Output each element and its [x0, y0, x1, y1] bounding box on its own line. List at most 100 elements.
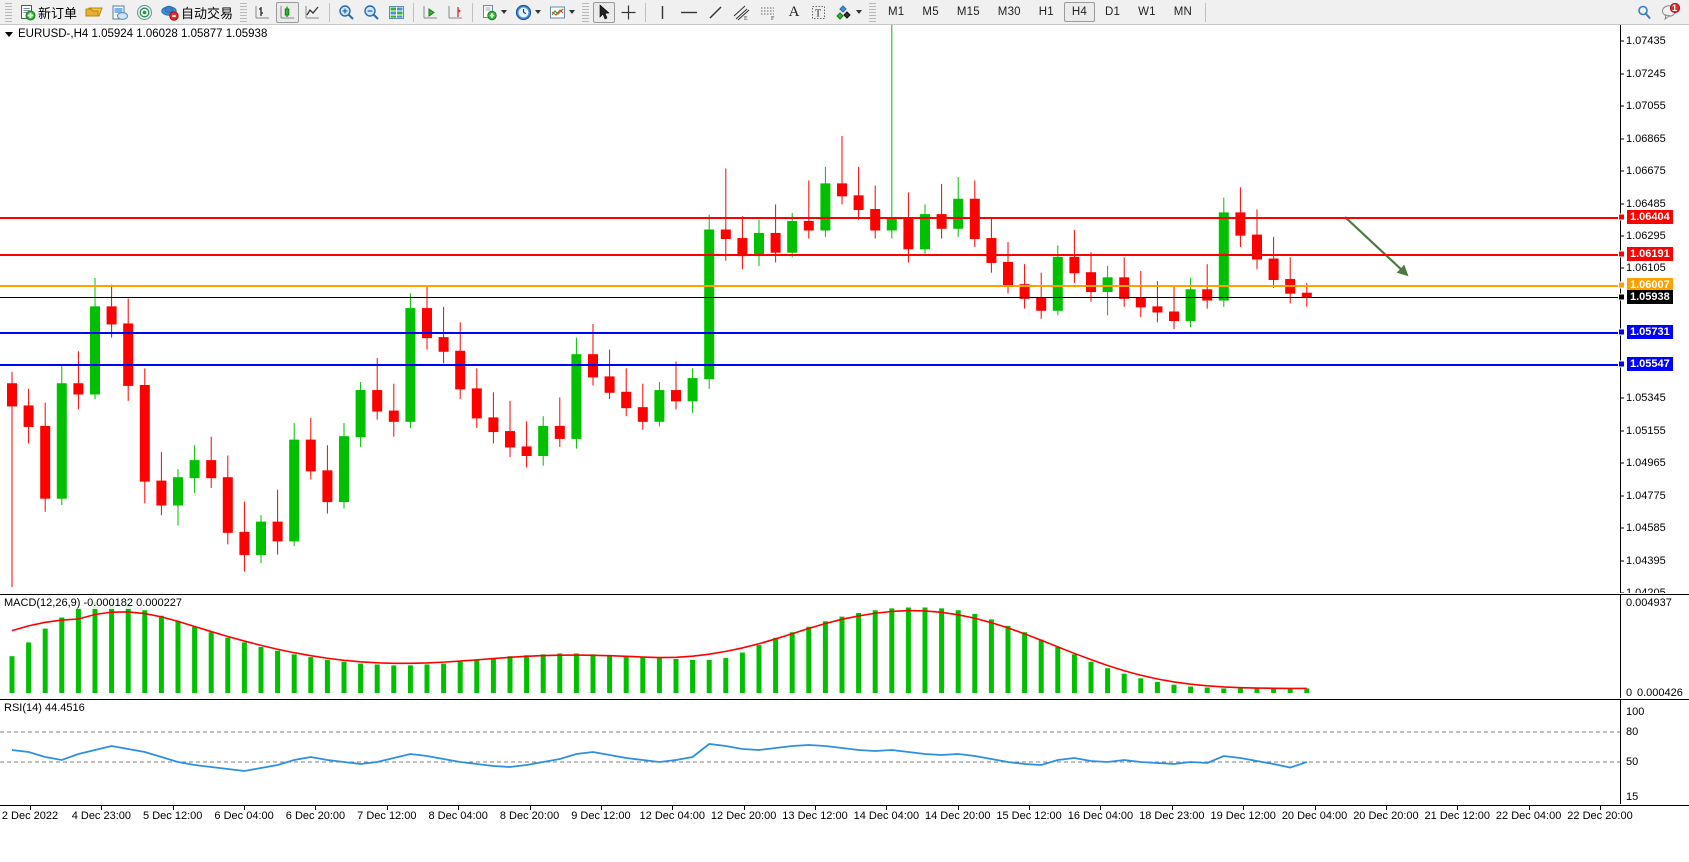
timeframe-m30[interactable]: M30 — [990, 2, 1029, 22]
support-line-2-tag[interactable]: 1.05547 — [1627, 356, 1673, 371]
time-axis[interactable]: 2 Dec 2022 4 Dec 23:00 5 Dec 12:00 6 Dec 04… — [0, 805, 1689, 862]
time-axis-label: 21 Dec 12:00 — [1424, 810, 1490, 822]
text-button[interactable]: A — [783, 2, 805, 23]
auto-trading-button[interactable]: 自动交易 — [158, 2, 236, 23]
price-axis-label: 1.07055 — [1626, 100, 1666, 113]
zoom-in-button[interactable] — [335, 2, 358, 23]
support-line-1-tag[interactable]: 1.05731 — [1627, 325, 1673, 340]
resistance-line-1-handle[interactable] — [1618, 213, 1625, 221]
timeframe-mn[interactable]: MN — [1166, 2, 1200, 22]
price-tick — [1621, 430, 1624, 432]
price-axis-label: 1.04205 — [1626, 587, 1666, 593]
timeframe-m1[interactable]: M1 — [880, 2, 912, 22]
folder-button[interactable] — [82, 2, 106, 23]
drawing-tools-grip[interactable] — [582, 2, 590, 22]
clock-icon — [515, 4, 532, 21]
macd-pane[interactable]: MACD(12,26,9) -0.000182 0.000227 0.00493… — [0, 594, 1689, 698]
indicators-button[interactable] — [546, 2, 578, 23]
timeframe-label: H4 — [1071, 5, 1087, 18]
current-price-tag-handle[interactable] — [1618, 293, 1625, 301]
horizontal-line-button[interactable] — [676, 2, 702, 23]
level-line-1.05938[interactable] — [0, 296, 1620, 298]
market-watch-button[interactable] — [385, 2, 408, 23]
resistance-line-2-handle[interactable] — [1618, 250, 1625, 258]
folder-icon — [85, 4, 103, 21]
chart-type-grip[interactable] — [240, 2, 248, 22]
objects-button[interactable] — [832, 2, 865, 23]
price-tick — [1621, 138, 1624, 140]
level-line-1.06007[interactable] — [0, 285, 1620, 288]
search-button[interactable] — [1633, 2, 1656, 23]
chart-area[interactable]: EURUSD-,H4 1.05924 1.06028 1.05877 1.059… — [0, 25, 1689, 862]
time-axis-label: 19 Dec 12:00 — [1210, 810, 1276, 822]
resistance-line-2-tag[interactable]: 1.06191 — [1627, 246, 1673, 261]
rsi-pane[interactable]: RSI(14) 44.4516 100 80 50 15 — [0, 699, 1689, 804]
equidistant-channel-button[interactable]: E — [729, 2, 754, 23]
zoom-out-button[interactable] — [360, 2, 383, 23]
timeframe-d1[interactable]: D1 — [1097, 2, 1128, 22]
publish-button[interactable] — [108, 2, 131, 23]
chevron-down-icon[interactable] — [5, 31, 13, 37]
level-line-1.06404[interactable] — [0, 217, 1620, 220]
pivot-line-handle[interactable] — [1618, 281, 1625, 289]
timeframe-grip[interactable] — [869, 2, 877, 22]
price-pane[interactable]: EURUSD-,H4 1.05924 1.06028 1.05877 1.059… — [0, 25, 1689, 593]
rsi-label: RSI(14) 44.4516 — [4, 702, 85, 714]
chart-shift-icon — [447, 4, 464, 21]
time-tick — [386, 806, 388, 810]
new-order-button[interactable]: 新订单 — [16, 2, 80, 23]
level-line-1.06191[interactable] — [0, 253, 1620, 256]
toolbar-grip[interactable] — [5, 2, 12, 22]
support-line-2-handle[interactable] — [1618, 360, 1625, 368]
pivot-line-tag[interactable]: 1.06007 — [1627, 278, 1673, 293]
rsi-axis[interactable]: 100 80 50 15 — [1620, 700, 1689, 804]
time-tick — [815, 806, 816, 810]
time-tick — [244, 806, 246, 810]
crosshair-button[interactable] — [617, 2, 640, 23]
timeframe-label: MN — [1173, 5, 1193, 18]
templates-button[interactable] — [478, 2, 510, 23]
text-label-button[interactable]: T — [807, 2, 830, 23]
cursor-icon — [597, 4, 612, 20]
timeframe-h1[interactable]: H1 — [1031, 2, 1062, 22]
timeframe-h4[interactable]: H4 — [1063, 2, 1095, 22]
price-tick — [1621, 527, 1624, 529]
trendline-button[interactable] — [704, 2, 727, 23]
bar-chart-button[interactable] — [251, 2, 274, 23]
current-price-tag-tag[interactable]: 1.05938 — [1627, 289, 1673, 304]
timeframe-w1[interactable]: W1 — [1130, 2, 1164, 22]
vertical-line-button[interactable] — [651, 2, 674, 23]
period-button[interactable] — [512, 2, 544, 23]
auto-scroll-button[interactable] — [419, 2, 442, 23]
level-line-1.05547[interactable] — [0, 363, 1620, 366]
price-tick — [1621, 592, 1624, 593]
line-chart-button[interactable] — [301, 2, 324, 23]
support-line-1-handle[interactable] — [1618, 328, 1625, 336]
notification-button[interactable]: 1 — [1658, 2, 1683, 23]
level-line-1.05731[interactable] — [0, 332, 1620, 335]
timeframe-m15[interactable]: M15 — [949, 2, 988, 22]
macd-axis[interactable]: 0.004937 0.000426 0 — [1620, 595, 1689, 698]
price-axis-label: 1.06105 — [1626, 262, 1666, 275]
chevron-down-icon[interactable] — [535, 10, 542, 14]
cursor-button[interactable] — [593, 1, 616, 23]
price-tick — [1621, 397, 1624, 399]
chevron-down-icon[interactable] — [856, 10, 863, 14]
time-axis-label: 14 Dec 04:00 — [853, 810, 920, 822]
fibonacci-button[interactable]: F — [756, 2, 781, 23]
candlestick-chart-button[interactable] — [276, 1, 300, 23]
signals-button[interactable] — [133, 2, 156, 23]
price-axis-label: 1.06295 — [1626, 229, 1666, 242]
time-tick — [1528, 806, 1530, 810]
rsi-axis-label: 15 — [1626, 791, 1639, 803]
chart-shift-button[interactable] — [444, 2, 467, 23]
rsi-plot[interactable] — [0, 700, 1620, 804]
price-plot[interactable] — [0, 25, 1620, 593]
timeframe-m5[interactable]: M5 — [914, 2, 946, 22]
macd-plot[interactable] — [0, 595, 1620, 698]
price-axis[interactable]: 1.07435 1.07245 1.07055 1.06865 1.06675 1.064… — [1618, 25, 1689, 593]
resistance-line-1-tag[interactable]: 1.06404 — [1627, 210, 1673, 225]
price-tick — [1621, 203, 1624, 204]
chevron-down-icon[interactable] — [501, 10, 508, 14]
chevron-down-icon[interactable] — [569, 10, 576, 14]
